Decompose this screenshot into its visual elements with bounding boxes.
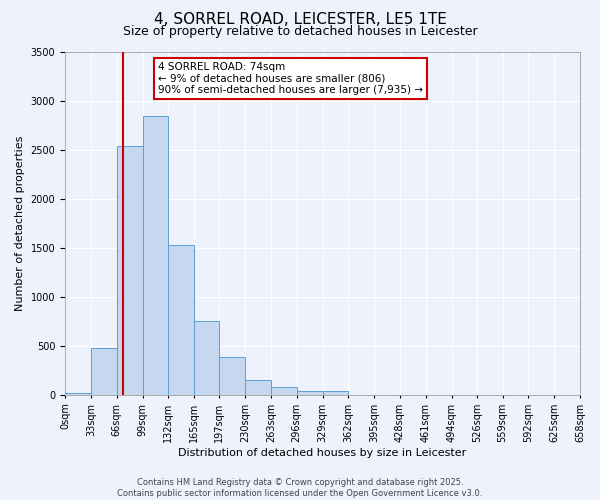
Bar: [116, 146, 143, 395]
Bar: [91, 348, 116, 395]
Bar: [143, 116, 169, 395]
Bar: [219, 356, 245, 395]
Y-axis label: Number of detached properties: Number of detached properties: [15, 136, 25, 311]
Text: Contains HM Land Registry data © Crown copyright and database right 2025.
Contai: Contains HM Land Registry data © Crown c…: [118, 478, 482, 498]
Text: 4 SORREL ROAD: 74sqm
← 9% of detached houses are smaller (806)
90% of semi-detac: 4 SORREL ROAD: 74sqm ← 9% of detached ho…: [158, 62, 423, 95]
Bar: [296, 390, 323, 395]
Text: Size of property relative to detached houses in Leicester: Size of property relative to detached ho…: [122, 25, 478, 38]
Bar: [169, 245, 194, 395]
Bar: [323, 390, 349, 395]
Bar: [245, 380, 271, 395]
Bar: [194, 322, 219, 395]
X-axis label: Distribution of detached houses by size in Leicester: Distribution of detached houses by size …: [178, 448, 467, 458]
Bar: [65, 393, 91, 395]
Bar: [271, 387, 296, 395]
Text: 4, SORREL ROAD, LEICESTER, LE5 1TE: 4, SORREL ROAD, LEICESTER, LE5 1TE: [154, 12, 446, 28]
